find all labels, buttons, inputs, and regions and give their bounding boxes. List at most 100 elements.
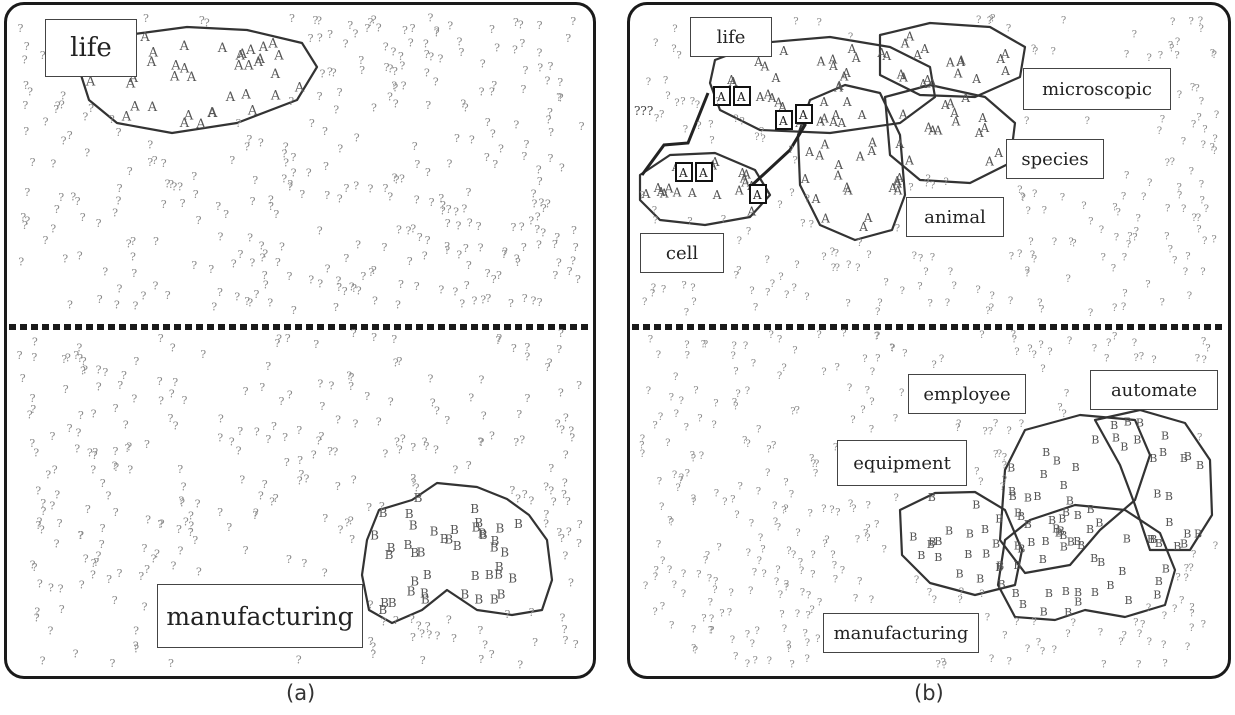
unknown-word-glyph: ?: [783, 478, 788, 489]
unknown-word-glyph: ?: [817, 597, 822, 608]
unknown-word-glyph: ?: [890, 344, 895, 355]
unknown-word-glyph: ?: [254, 425, 260, 438]
unknown-word-glyph: ?: [779, 610, 784, 621]
panel-a: AAAAAAAAAAAAAAAAAAAAAAAAAAAAAAAAAAAAAABB…: [4, 2, 596, 679]
unknown-word-glyph: ?: [414, 280, 420, 293]
cell-word-glyph: A: [739, 171, 749, 185]
unknown-word-glyph: ?: [1210, 49, 1215, 60]
unknown-word-glyph: ?: [1160, 114, 1165, 125]
unknown-word-glyph: ?: [912, 251, 917, 262]
unknown-word-glyph: ?: [857, 577, 862, 588]
unknown-word-glyph: ?: [502, 246, 508, 259]
unknown-word-glyph: ?: [681, 589, 686, 600]
unknown-word-glyph: ?: [957, 595, 962, 606]
unknown-word-glyph: ?: [1009, 252, 1014, 263]
unknown-word-glyph: ?: [1175, 37, 1180, 48]
unknown-word-glyph: ?: [1177, 190, 1182, 201]
unknown-word-glyph: ?: [336, 281, 342, 294]
manufacturing-word-glyph: B: [1091, 586, 1099, 599]
unknown-word-glyph: ?: [1172, 604, 1177, 615]
unknown-word-glyph: ?: [1139, 352, 1144, 363]
manufacturing-word-glyph: B: [1155, 575, 1163, 588]
life-word-glyph: A: [121, 110, 132, 125]
unknown-word-glyph: ?: [1040, 364, 1045, 375]
unknown-word-glyph: ?: [806, 591, 811, 602]
unknown-word-glyph: ?: [304, 472, 310, 485]
unknown-word-glyph: ?: [809, 220, 814, 231]
unknown-word-glyph: ?: [17, 349, 23, 362]
unknown-word-glyph: ?: [57, 517, 63, 530]
unknown-word-glyph: ?: [1019, 419, 1024, 430]
life-word-glyph: A: [270, 89, 281, 104]
unknown-word-glyph: ?: [391, 46, 397, 59]
unknown-word-glyph: ?: [776, 522, 781, 533]
unknown-word-glyph: ?: [693, 386, 698, 397]
animal-word-glyph: A: [867, 144, 877, 158]
unknown-word-glyph: ?: [715, 97, 720, 108]
unknown-word-glyph: ?: [252, 509, 258, 522]
unknown-word-glyph: ?: [308, 274, 314, 287]
unknown-word-glyph: ?: [463, 102, 469, 115]
unknown-word-glyph: ?: [566, 526, 572, 539]
unknown-word-glyph: ?: [306, 167, 312, 180]
unknown-word-glyph: ?: [1196, 112, 1201, 123]
manufacturing-word-glyph: B: [1062, 585, 1070, 598]
unknown-word-glyph: ?: [296, 654, 302, 667]
unknown-word-glyph: ?: [347, 19, 353, 32]
employee-word-glyph: B: [1067, 535, 1075, 548]
unknown-word-glyph: ?: [531, 188, 537, 201]
unknown-word-glyph: ?: [191, 170, 197, 183]
label-life-a: life: [45, 19, 137, 77]
unknown-word-glyph: ?: [978, 477, 983, 488]
unknown-word-glyph: ?: [485, 116, 491, 129]
unknown-word-glyph: ?: [1175, 572, 1180, 583]
unknown-word-glyph: ?: [54, 203, 60, 216]
unknown-word-glyph: ?: [170, 342, 176, 355]
unknown-word-glyph: ?: [234, 290, 240, 303]
unknown-word-glyph: ?: [778, 272, 783, 283]
unknown-word-glyph: ?: [144, 438, 150, 451]
unknown-word-glyph: ?: [1183, 267, 1188, 278]
unknown-word-glyph: ?: [1012, 335, 1017, 346]
employee-word-glyph: B: [1055, 526, 1063, 539]
unknown-word-glyph: ?: [165, 177, 171, 190]
unknown-word-glyph: ?: [523, 64, 529, 77]
unknown-word-glyph: ?: [91, 557, 97, 570]
unknown-word-glyph: ?: [1002, 631, 1007, 642]
unknown-word-glyph: ?: [795, 609, 800, 620]
unknown-word-glyph: ?: [1195, 354, 1200, 365]
unknown-word-glyph: ?: [30, 558, 36, 571]
unknown-word-glyph: ?: [781, 363, 786, 374]
cell-word-glyph: A: [656, 185, 666, 199]
life-cluster-outline: [79, 25, 319, 135]
unknown-word-glyph: ?: [993, 450, 998, 461]
equipment-word-glyph: B: [998, 578, 1006, 591]
unknown-word-glyph: ?: [653, 572, 658, 583]
cell-word-glyph: A: [741, 168, 751, 182]
unknown-word-glyph: ?: [438, 192, 444, 205]
equipment-word-glyph: B: [909, 531, 917, 544]
unknown-word-glyph: ?: [936, 659, 941, 670]
automate-word-glyph: B: [1184, 450, 1192, 463]
unknown-word-glyph: ?: [1031, 44, 1036, 55]
life-word-glyph: A: [179, 116, 190, 131]
unknown-word-glyph: ?: [789, 188, 794, 199]
unknown-word-glyph: ?: [1204, 204, 1209, 215]
life-word-glyph: A: [851, 51, 861, 65]
unknown-word-glyph: ?: [987, 16, 992, 27]
unknown-word-glyph: ?: [181, 480, 187, 493]
unknown-word-glyph: ?: [424, 440, 430, 453]
linked-word-box: [695, 162, 713, 182]
unknown-word-glyph: ?: [687, 217, 692, 228]
unknown-word-glyph: ?: [985, 613, 990, 624]
manufacturing-word-glyph: B: [494, 568, 503, 582]
unknown-word-glyph: ?: [282, 148, 288, 161]
animal-word-glyph: A: [892, 174, 902, 188]
unknown-word-glyph: ?: [552, 238, 558, 251]
unknown-word-glyph: ?: [893, 414, 898, 425]
unknown-word-glyph: ?: [370, 648, 376, 661]
unknown-word-glyph: ?: [176, 523, 182, 536]
unknown-word-glyph: ?: [22, 219, 28, 232]
unknown-word-glyph: ?: [317, 90, 323, 103]
unknown-word-glyph: ?: [62, 252, 68, 265]
